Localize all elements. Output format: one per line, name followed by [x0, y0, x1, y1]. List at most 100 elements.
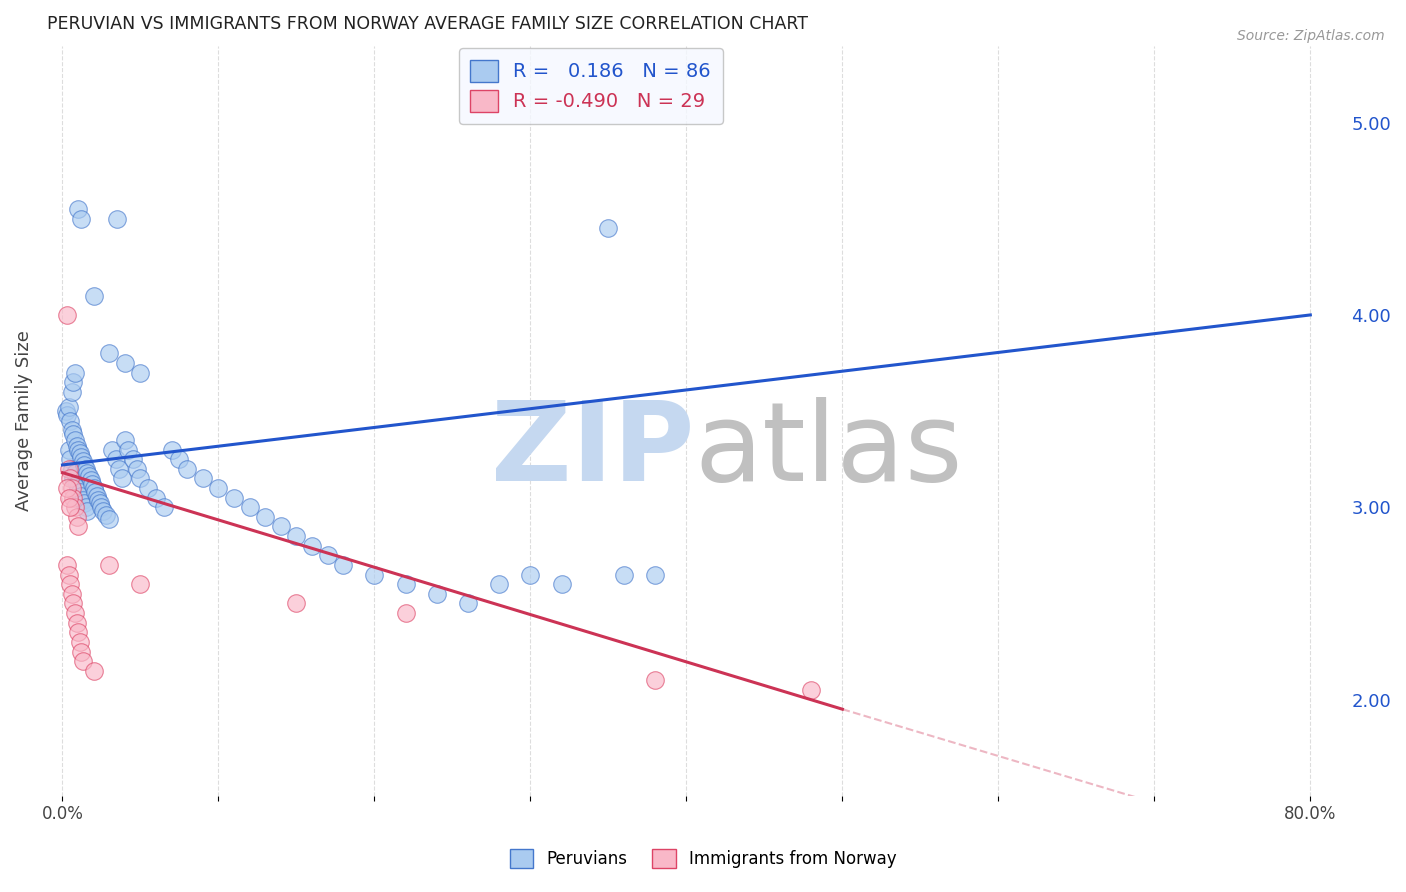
- Point: [191, 471, 214, 485]
- Point: [426, 587, 449, 601]
- Point: [82, 477, 104, 491]
- Legend: Peruvians, Immigrants from Norway: Peruvians, Immigrants from Norway: [503, 842, 903, 875]
- Point: [1376, 106, 1399, 120]
- Point: [62, 596, 84, 610]
- Point: [207, 481, 229, 495]
- Point: [56, 308, 79, 322]
- Point: [58, 462, 80, 476]
- Point: [114, 433, 136, 447]
- Point: [519, 567, 541, 582]
- Point: [77, 469, 100, 483]
- Point: [111, 471, 134, 485]
- Point: [395, 606, 418, 620]
- Point: [96, 508, 118, 522]
- Point: [613, 567, 636, 582]
- Point: [70, 489, 93, 503]
- Point: [62, 491, 84, 505]
- Point: [457, 596, 479, 610]
- Point: [550, 577, 572, 591]
- Point: [105, 211, 128, 226]
- Point: [67, 519, 90, 533]
- Point: [63, 433, 86, 447]
- Point: [55, 404, 77, 418]
- Point: [60, 481, 83, 495]
- Point: [62, 427, 84, 442]
- Point: [222, 491, 245, 505]
- Legend: R =   0.186   N = 86, R = -0.490   N = 29: R = 0.186 N = 86, R = -0.490 N = 29: [458, 48, 723, 124]
- Point: [60, 587, 83, 601]
- Text: PERUVIAN VS IMMIGRANTS FROM NORWAY AVERAGE FAMILY SIZE CORRELATION CHART: PERUVIAN VS IMMIGRANTS FROM NORWAY AVERA…: [46, 15, 808, 33]
- Point: [121, 452, 143, 467]
- Point: [60, 384, 83, 399]
- Point: [488, 577, 510, 591]
- Point: [65, 509, 87, 524]
- Point: [73, 458, 96, 472]
- Point: [800, 683, 823, 698]
- Point: [59, 500, 82, 515]
- Point: [67, 202, 90, 216]
- Point: [153, 500, 176, 515]
- Point: [89, 496, 111, 510]
- Point: [72, 654, 94, 668]
- Point: [84, 484, 107, 499]
- Point: [58, 401, 80, 415]
- Point: [83, 288, 105, 302]
- Point: [83, 481, 105, 495]
- Point: [60, 423, 83, 437]
- Point: [127, 462, 149, 476]
- Point: [145, 491, 167, 505]
- Point: [98, 512, 121, 526]
- Point: [301, 539, 323, 553]
- Point: [176, 462, 198, 476]
- Point: [363, 567, 385, 582]
- Point: [69, 635, 91, 649]
- Point: [87, 492, 110, 507]
- Point: [72, 492, 94, 507]
- Point: [91, 504, 114, 518]
- Point: [254, 509, 277, 524]
- Point: [98, 346, 121, 360]
- Point: [63, 606, 86, 620]
- Point: [72, 454, 94, 468]
- Point: [62, 471, 84, 485]
- Point: [644, 673, 666, 688]
- Point: [69, 446, 91, 460]
- Point: [63, 466, 86, 480]
- Point: [76, 504, 98, 518]
- Point: [65, 615, 87, 630]
- Point: [239, 500, 262, 515]
- Point: [270, 519, 292, 533]
- Point: [129, 471, 152, 485]
- Point: [70, 211, 93, 226]
- Point: [75, 462, 97, 476]
- Point: [79, 473, 101, 487]
- Point: [395, 577, 418, 591]
- Point: [98, 558, 121, 572]
- Point: [56, 408, 79, 422]
- Point: [129, 366, 152, 380]
- Point: [160, 442, 183, 457]
- Point: [67, 481, 90, 495]
- Point: [65, 477, 87, 491]
- Point: [76, 466, 98, 480]
- Point: [332, 558, 354, 572]
- Point: [101, 442, 124, 457]
- Point: [136, 481, 159, 495]
- Point: [56, 558, 79, 572]
- Point: [69, 484, 91, 499]
- Point: [644, 567, 666, 582]
- Point: [60, 462, 83, 476]
- Point: [59, 452, 82, 467]
- Point: [73, 496, 96, 510]
- Point: [83, 664, 105, 678]
- Point: [67, 442, 90, 457]
- Point: [598, 221, 620, 235]
- Text: Source: ZipAtlas.com: Source: ZipAtlas.com: [1237, 29, 1385, 43]
- Y-axis label: Average Family Size: Average Family Size: [15, 330, 32, 511]
- Point: [86, 489, 108, 503]
- Point: [58, 567, 80, 582]
- Point: [129, 577, 152, 591]
- Point: [117, 442, 139, 457]
- Point: [104, 452, 127, 467]
- Point: [75, 500, 97, 515]
